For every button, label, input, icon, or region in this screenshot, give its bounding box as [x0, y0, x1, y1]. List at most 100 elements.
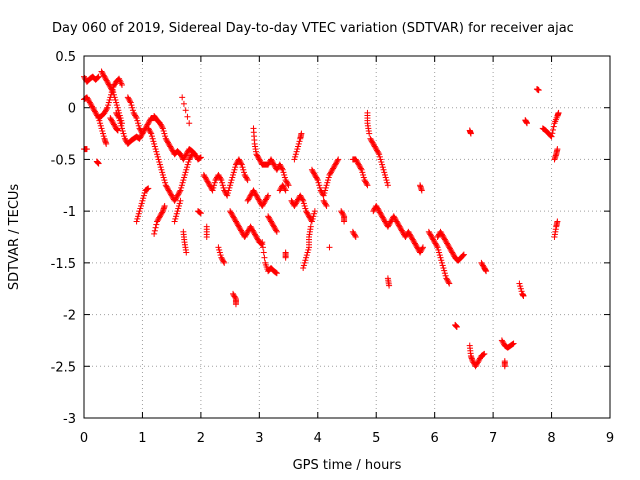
data-point: [305, 212, 312, 219]
data-point: [499, 338, 506, 345]
data-point: [140, 195, 147, 202]
data-point: [516, 280, 523, 287]
data-point: [293, 148, 300, 155]
data-point: [386, 221, 393, 228]
x-tick-label: 6: [431, 431, 439, 446]
data-point: [121, 135, 128, 142]
data-point: [221, 259, 228, 266]
data-point: [176, 200, 183, 207]
data-point: [479, 261, 486, 268]
data-point: [437, 254, 444, 261]
data-point: [269, 159, 276, 166]
data-point: [251, 190, 258, 197]
data-point: [480, 351, 487, 358]
data-point: [156, 214, 163, 221]
data-point: [156, 120, 163, 127]
data-point: [535, 87, 542, 94]
data-point: [425, 228, 432, 235]
data-point: [357, 164, 364, 171]
data-point: [509, 341, 516, 348]
data-point: [141, 190, 148, 197]
data-point: [427, 231, 434, 238]
data-point: [300, 197, 307, 204]
data-point: [167, 143, 174, 150]
data-point: [101, 73, 108, 80]
data-point: [161, 202, 168, 209]
data-point: [102, 74, 109, 81]
data-point: [270, 160, 277, 167]
data-point: [378, 159, 385, 166]
data-point: [384, 223, 391, 230]
data-point: [320, 197, 327, 204]
data-point: [269, 221, 276, 228]
data-point: [479, 262, 486, 269]
data-point: [232, 218, 239, 225]
data-point: [428, 234, 435, 240]
data-point: [310, 169, 317, 176]
data-point: [118, 122, 125, 129]
data-point: [419, 244, 426, 251]
data-point: [106, 96, 113, 103]
data-point: [410, 237, 417, 244]
data-point: [244, 197, 251, 204]
data-point: [81, 74, 88, 81]
data-point: [311, 170, 318, 177]
data-point: [104, 104, 111, 111]
data-point: [152, 146, 159, 153]
data-point: [162, 179, 169, 186]
data-point: [335, 156, 342, 163]
data-point: [108, 91, 115, 98]
data-point: [160, 127, 167, 134]
data-point: [300, 200, 307, 207]
data-point: [254, 153, 261, 160]
data-point: [89, 103, 96, 110]
data-point: [137, 202, 144, 209]
data-point: [391, 214, 398, 221]
data-point: [407, 232, 414, 239]
data-point: [555, 109, 562, 116]
data-point: [381, 169, 388, 176]
data-point: [476, 356, 483, 363]
data-point: [219, 179, 226, 186]
data-point: [100, 133, 107, 140]
data-point: [272, 269, 279, 276]
data-point: [379, 164, 386, 171]
data-point: [254, 195, 261, 202]
data-point: [159, 171, 166, 178]
data-point: [316, 182, 323, 189]
data-point: [321, 190, 328, 197]
data-point: [146, 118, 153, 125]
data-point: [442, 237, 449, 244]
data-point: [273, 269, 280, 276]
data-point: [180, 177, 187, 184]
data-point: [127, 99, 134, 106]
data-point: [197, 154, 204, 161]
data-point: [375, 149, 382, 156]
data-point: [261, 199, 268, 206]
data-point: [280, 183, 287, 190]
data-point: [381, 218, 388, 225]
data-point: [520, 292, 527, 299]
data-point: [162, 182, 169, 189]
data-point: [441, 270, 448, 277]
data-point: [204, 178, 211, 185]
data-point: [230, 169, 237, 176]
data-point: [161, 130, 168, 137]
data-point: [125, 95, 132, 102]
data-point: [200, 171, 207, 178]
data-point: [399, 228, 406, 235]
data-point: [172, 196, 179, 203]
data-point: [105, 102, 112, 109]
data-point: [302, 205, 309, 212]
data-point: [405, 228, 412, 235]
data-point: [217, 175, 224, 182]
data-point: [373, 147, 380, 154]
data-point: [300, 262, 307, 269]
data-point: [255, 155, 262, 162]
data-point: [313, 174, 320, 181]
data-point: [99, 127, 106, 134]
x-axis-label: GPS time / hours: [293, 458, 402, 473]
data-point: [145, 185, 152, 192]
data-point: [294, 197, 301, 204]
data-point: [110, 120, 117, 127]
